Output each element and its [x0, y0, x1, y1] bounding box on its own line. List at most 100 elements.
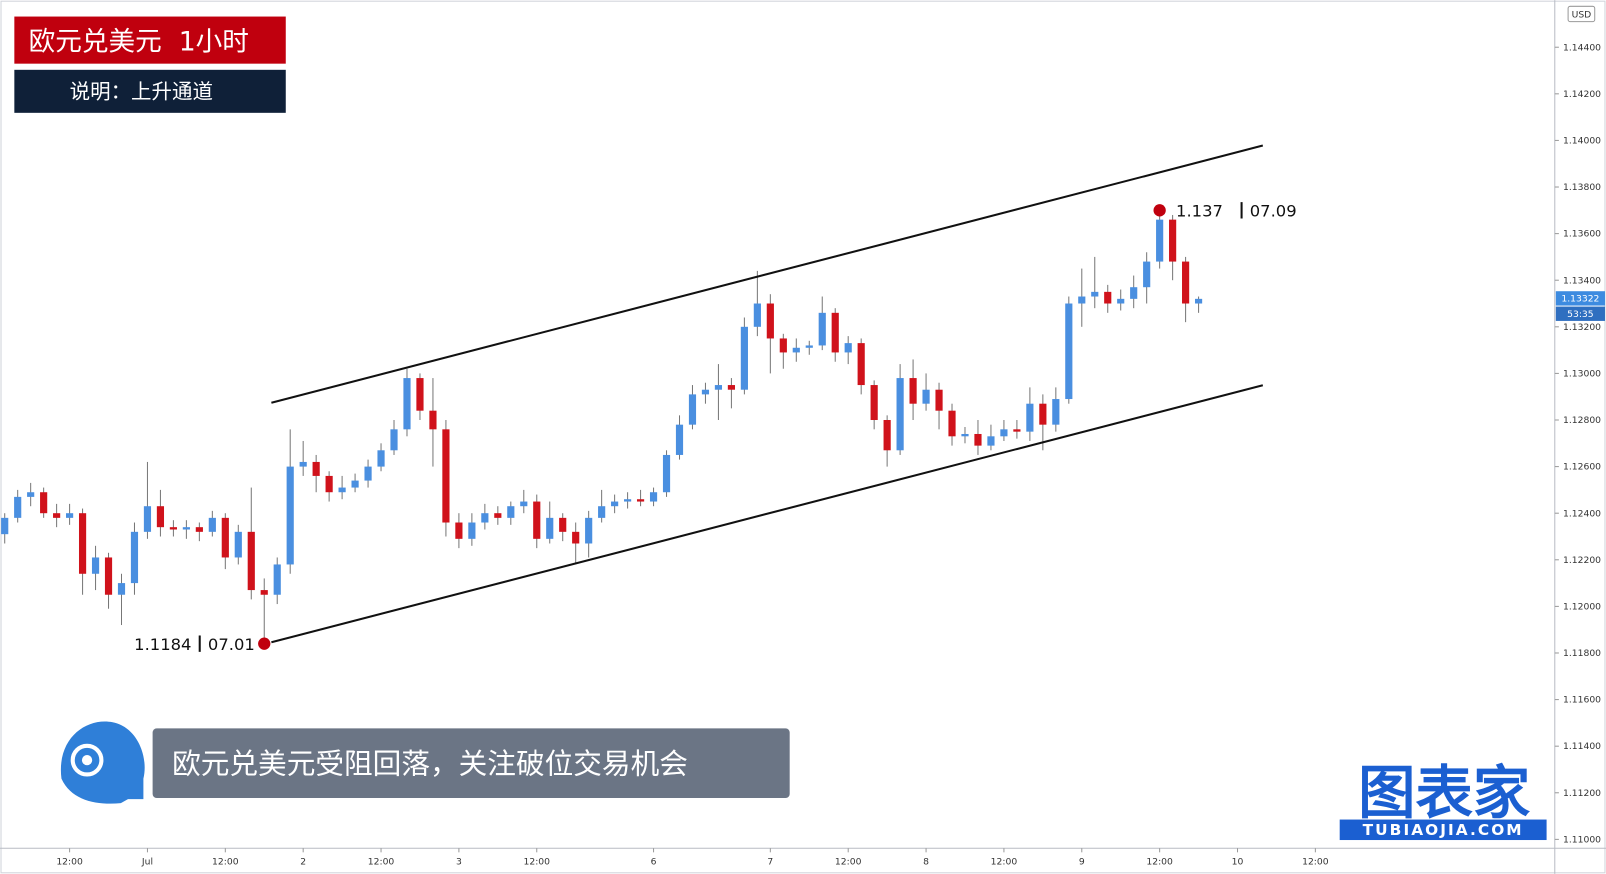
- subtitle: 说明：上升通道: [70, 79, 213, 103]
- candle-body: [1130, 287, 1138, 299]
- candle-body: [974, 433, 982, 446]
- caption-box: [152, 728, 790, 799]
- candle-body: [870, 385, 878, 421]
- last-price-box: [1555, 291, 1605, 306]
- candle-body: [1169, 219, 1177, 262]
- candle-body: [1143, 261, 1151, 288]
- currency-box: [1567, 5, 1596, 23]
- x-tick-label: Jul: [141, 857, 153, 868]
- x-tick-label: 12:00: [1302, 857, 1329, 868]
- x-tick-label: 9: [1079, 857, 1085, 868]
- y-tick-label: 1.13200: [1563, 322, 1601, 333]
- x-tick-label: 12:00: [1146, 857, 1173, 868]
- countdown: 53:35: [1567, 309, 1594, 320]
- candle-body: [91, 557, 100, 574]
- point-date: 07.09: [1250, 201, 1297, 220]
- candle-body: [948, 410, 956, 437]
- candle-body: [909, 378, 917, 404]
- candle-body: [922, 389, 930, 404]
- candle-body: [598, 506, 606, 518]
- candle-body: [53, 513, 61, 518]
- candle-body: [559, 517, 567, 532]
- point-date: 07.01: [208, 635, 255, 654]
- candle-body: [1078, 296, 1086, 304]
- candle-body: [1104, 291, 1112, 304]
- candle-body: [805, 345, 813, 348]
- x-tick-label: 12:00: [368, 857, 395, 868]
- candle-body: [624, 499, 632, 502]
- x-tick-label: 12:00: [212, 857, 239, 868]
- x-tick-label: 12:00: [835, 857, 862, 868]
- candle-body: [533, 501, 541, 539]
- y-tick-label: 1.11200: [1563, 788, 1601, 799]
- title-box: [14, 16, 286, 64]
- subtitle-box: [14, 69, 286, 113]
- candle-body: [66, 513, 74, 518]
- candle-body: [182, 527, 190, 530]
- candle-body: [753, 303, 761, 327]
- candle-body: [247, 531, 255, 591]
- candle-body: [1052, 399, 1060, 425]
- candle-body: [429, 410, 437, 430]
- channel-line: [271, 144, 1264, 404]
- head-icon-dot: [81, 755, 93, 766]
- y-tick-label: 1.12800: [1563, 415, 1601, 426]
- x-tick-label: 12:00: [56, 857, 83, 868]
- candle-body: [636, 499, 645, 502]
- plot-area: 1.14400 1.14200 1.14000 1.13800 1.13600 1.134…: [1, 42, 1601, 868]
- candle-body: [714, 385, 723, 390]
- y-tick-label: 1.12200: [1563, 555, 1601, 566]
- y-tick-label: 1.14200: [1563, 89, 1601, 100]
- y-tick-label: 1.11400: [1563, 741, 1601, 752]
- candle-body: [390, 429, 398, 451]
- candle-body: [208, 517, 216, 532]
- candle-body: [494, 513, 502, 518]
- candle-body: [299, 461, 307, 467]
- candle-body: [675, 424, 684, 455]
- candle-body: [40, 492, 48, 514]
- candle-body: [585, 517, 593, 544]
- candle-body: [961, 433, 969, 437]
- candle-body: [104, 557, 113, 595]
- candle-body: [572, 531, 580, 544]
- candle-body: [779, 338, 787, 353]
- candle-body: [1, 517, 9, 535]
- candle-body: [156, 506, 165, 528]
- logo-text: 图表家: [1358, 759, 1531, 826]
- candle-body: [403, 378, 411, 430]
- last-price: 1.13322: [1561, 293, 1599, 304]
- candle-body: [234, 531, 242, 558]
- candle-body: [468, 522, 476, 539]
- y-tick-label: 1.14400: [1563, 42, 1601, 53]
- y-tick-label: 1.12400: [1563, 508, 1601, 519]
- candle-body: [27, 492, 35, 497]
- candle-body: [169, 527, 177, 530]
- y-tick-label: 1.11800: [1563, 648, 1601, 659]
- candle-body: [1065, 303, 1073, 400]
- candle-body: [662, 454, 671, 493]
- logo-url: TUBIAOJIA.COM: [1363, 821, 1524, 839]
- logo-url-box: [1339, 819, 1547, 841]
- candle-body: [792, 347, 800, 353]
- candle-body: [831, 312, 839, 353]
- logo-icon: [60, 721, 145, 804]
- extreme-point: [1153, 204, 1166, 217]
- y-tick-label: 1.12000: [1563, 601, 1601, 612]
- candle-body: [935, 389, 943, 411]
- candle-body: [896, 378, 904, 451]
- candle-body: [1026, 403, 1034, 432]
- candle-body: [260, 590, 268, 595]
- candle-body: [286, 466, 294, 565]
- candle-body: [195, 527, 203, 532]
- y-tick-label: 1.13000: [1563, 368, 1601, 379]
- x-tick-label: 12:00: [991, 857, 1018, 868]
- candle-body: [611, 501, 619, 507]
- currency-label: USD: [1572, 10, 1592, 21]
- candle-body: [857, 343, 865, 386]
- candle-body: [1156, 219, 1164, 262]
- candle-body: [818, 312, 826, 346]
- x-tick-label: 7: [767, 857, 773, 868]
